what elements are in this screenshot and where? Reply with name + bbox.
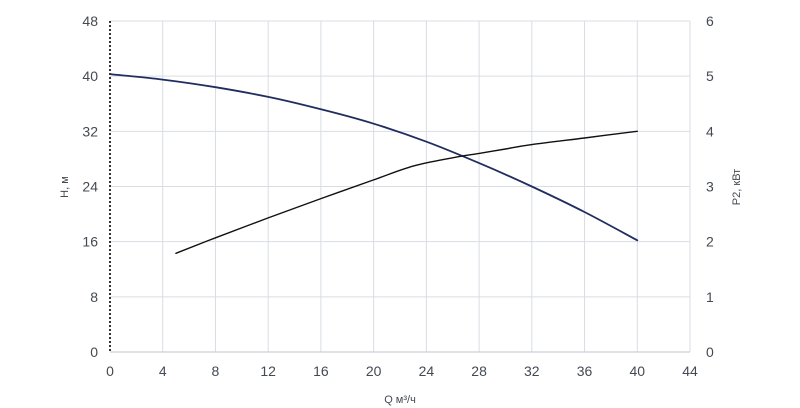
x-tick-label: 0 — [106, 363, 114, 379]
y-right-tick-label: 5 — [706, 68, 714, 84]
y-left-tick-label: 0 — [90, 344, 98, 360]
y-left-tick-label: 48 — [82, 13, 98, 29]
series-layer — [109, 73, 639, 254]
y-right-tick-label: 4 — [706, 123, 714, 139]
head-curve-line — [109, 73, 639, 242]
y-left-tick-label: 8 — [90, 289, 98, 305]
axes — [109, 21, 691, 353]
y-left-tick-label: 24 — [82, 179, 98, 195]
x-tick-label: 36 — [577, 363, 593, 379]
y-right-tick-label: 3 — [706, 179, 714, 195]
x-tick-label: 24 — [419, 363, 435, 379]
x-tick-label: 44 — [682, 363, 698, 379]
x-tick-label: 8 — [212, 363, 220, 379]
y-right-tick-label: 0 — [706, 344, 714, 360]
y-left-tick-label: 32 — [82, 123, 98, 139]
x-tick-label: 12 — [260, 363, 276, 379]
x-tick-label: 4 — [159, 363, 167, 379]
y-right-tick-label: 2 — [706, 234, 714, 250]
y-right-tick-label: 1 — [706, 289, 714, 305]
x-tick-label: 40 — [629, 363, 645, 379]
x-tick-label: 16 — [313, 363, 329, 379]
power-curve-line — [175, 130, 638, 254]
y-left-axis-title: H, м — [59, 176, 71, 198]
y-right-tick-label: 6 — [706, 13, 714, 29]
y-right-axis-title: P2, кВт — [731, 169, 743, 205]
x-tick-label: 32 — [524, 363, 540, 379]
grid — [110, 20, 691, 352]
x-axis-title: Q м³/ч — [384, 394, 416, 406]
y-left-tick-label: 40 — [82, 68, 98, 84]
y-left-tick-label: 16 — [82, 234, 98, 250]
x-tick-label: 20 — [366, 363, 382, 379]
x-tick-label: 28 — [471, 363, 487, 379]
